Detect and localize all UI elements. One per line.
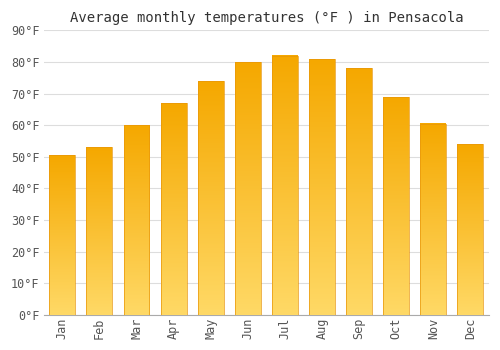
Title: Average monthly temperatures (°F ) in Pensacola: Average monthly temperatures (°F ) in Pe… xyxy=(70,11,463,25)
Bar xyxy=(50,155,76,315)
Bar xyxy=(124,125,150,315)
Bar xyxy=(160,103,186,315)
Bar xyxy=(309,59,335,315)
Bar xyxy=(458,144,483,315)
Bar xyxy=(272,56,298,315)
Bar xyxy=(86,147,113,315)
Bar xyxy=(198,81,224,315)
Bar xyxy=(383,97,409,315)
Bar xyxy=(346,68,372,315)
Bar xyxy=(235,62,261,315)
Bar xyxy=(420,124,446,315)
